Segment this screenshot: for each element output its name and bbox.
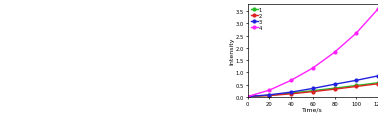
Line: 3: 3: [246, 75, 378, 98]
X-axis label: Time/s: Time/s: [302, 107, 323, 112]
1: [245, 96, 250, 97]
Y-axis label: Intensity: Intensity: [229, 37, 234, 65]
1: [289, 93, 293, 94]
3: [267, 94, 271, 96]
3: [376, 75, 378, 77]
2: [332, 89, 337, 90]
4: [332, 52, 337, 53]
1: [376, 82, 378, 84]
4: [289, 80, 293, 81]
3: [311, 88, 315, 89]
4: [267, 90, 271, 91]
1: [332, 88, 337, 89]
Line: 1: 1: [246, 82, 378, 98]
2: [267, 95, 271, 96]
1: [267, 95, 271, 96]
2: [245, 96, 250, 97]
3: [332, 84, 337, 85]
Line: 2: 2: [246, 83, 378, 98]
3: [354, 80, 358, 81]
4: [376, 9, 378, 11]
2: [311, 91, 315, 93]
2: [354, 86, 358, 87]
2: [376, 83, 378, 85]
Legend: 1, 2, 3, 4: 1, 2, 3, 4: [250, 7, 263, 31]
2: [289, 93, 293, 95]
1: [311, 90, 315, 92]
3: [289, 92, 293, 93]
1: [354, 85, 358, 86]
4: [354, 33, 358, 34]
3: [245, 96, 250, 97]
4: [311, 68, 315, 69]
Line: 4: 4: [246, 8, 378, 98]
4: [245, 96, 250, 97]
